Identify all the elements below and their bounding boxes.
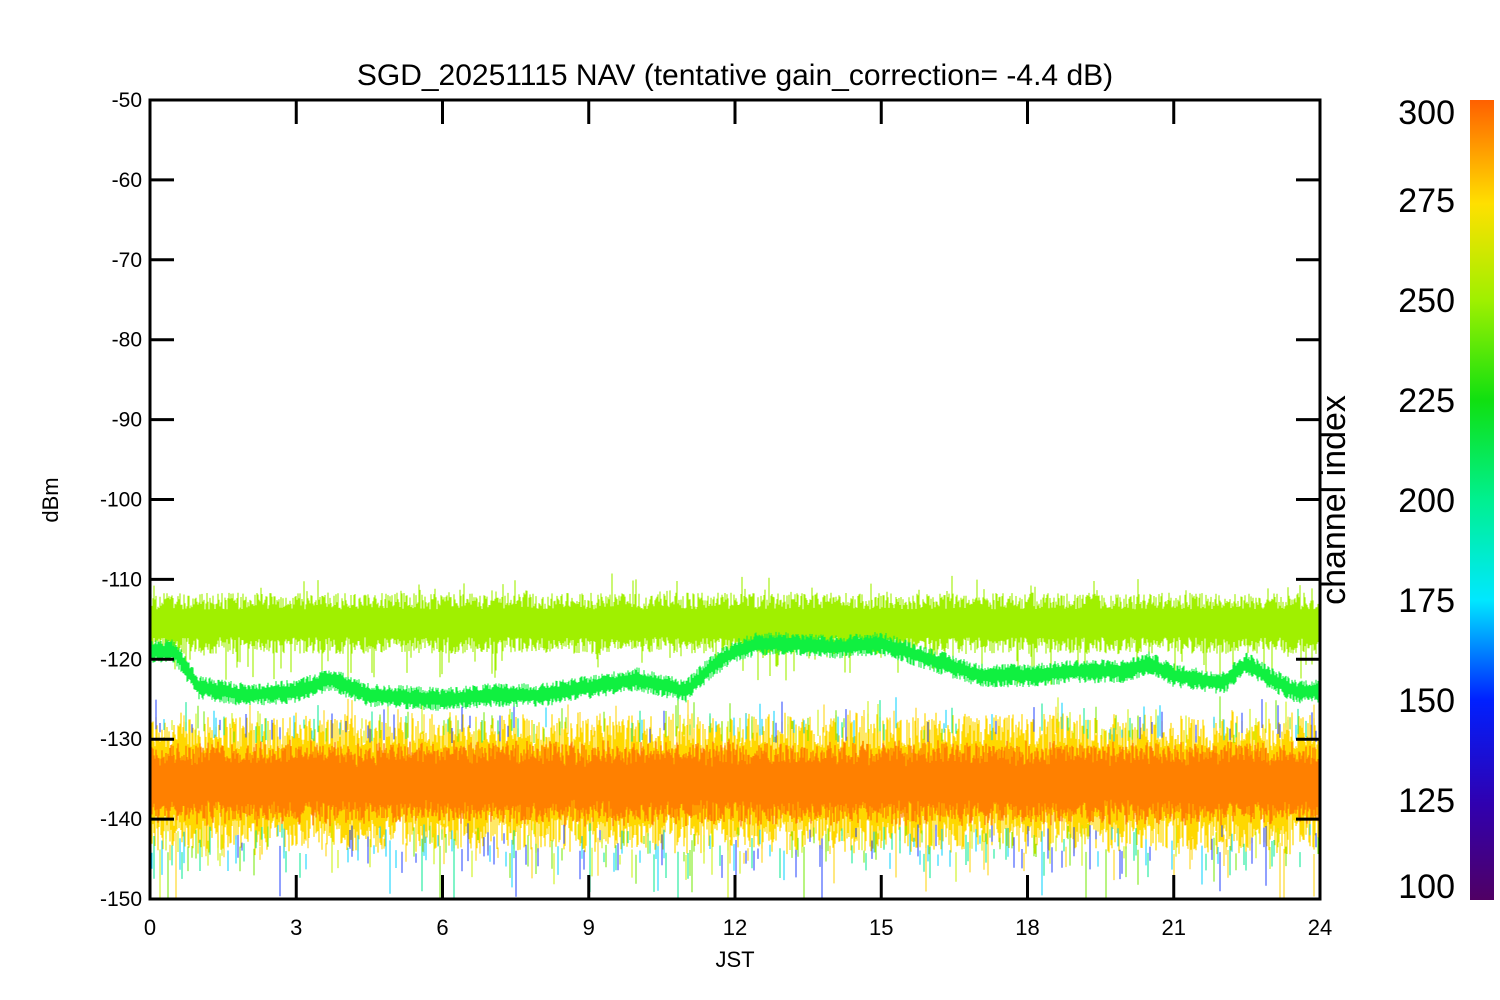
- lower-band-spikes: [151, 697, 1311, 896]
- lower-band-spikes: [155, 699, 1317, 898]
- x-tick-label: 0: [144, 915, 156, 940]
- y-tick-label: -90: [112, 409, 142, 432]
- colorbar: [1470, 100, 1494, 900]
- colorbar-ticks: 300 275 250 225 200 175 150 125 100: [1398, 94, 1455, 906]
- colorbar-tick-label: 200: [1398, 482, 1455, 520]
- y-axis: -50 -60 -70 -80 -90 -100 -110 -120 -130 -140 -150: [100, 89, 1320, 911]
- y-tick-label: -80: [112, 329, 142, 352]
- x-axis-label: JST: [715, 947, 754, 972]
- y-axis-label: dBm: [38, 477, 63, 522]
- x-tick-label: 24: [1308, 915, 1332, 940]
- lower-band-spikes: [167, 696, 1319, 898]
- x-tick-label: 18: [1015, 915, 1039, 940]
- y-tick-label: -140: [100, 808, 142, 831]
- lower-band-core: [151, 739, 1319, 827]
- colorbar-tick-label: 100: [1398, 868, 1455, 906]
- lower-band-spikes: [153, 700, 1307, 898]
- y-tick-label: -100: [100, 489, 142, 512]
- x-tick-label: 9: [583, 915, 595, 940]
- colorbar-tick-label: 275: [1398, 182, 1455, 220]
- x-tick-label: 15: [869, 915, 893, 940]
- colorbar-tick-label: 125: [1398, 782, 1455, 820]
- x-tick-label: 12: [723, 915, 747, 940]
- colorbar-tick-label: 250: [1398, 282, 1455, 320]
- lower-band-spikes: [159, 697, 1287, 898]
- colorbar-tick-label: 300: [1398, 94, 1455, 132]
- x-tick-label: 21: [1162, 915, 1186, 940]
- colorbar-tick-label: 150: [1398, 682, 1455, 720]
- x-axis: 0 3 6 9 12 15 18 21 24: [144, 100, 1332, 940]
- y-tick-label: -150: [100, 888, 142, 911]
- y-tick-label: -130: [100, 728, 142, 751]
- upper-band-series: [151, 573, 1319, 685]
- y-tick-label: -120: [100, 648, 142, 671]
- colorbar-tick-label: 175: [1398, 582, 1455, 620]
- y-tick-label: -50: [112, 89, 142, 112]
- y-tick-label: -60: [112, 169, 142, 192]
- diurnal-trace-series: [151, 631, 1319, 711]
- x-tick-label: 6: [436, 915, 448, 940]
- x-tick-label: 3: [290, 915, 302, 940]
- lower-band-spikes: [169, 698, 1315, 898]
- chart-title: SGD_20251115 NAV (tentative gain_correct…: [357, 59, 1113, 92]
- colorbar-tick-label: 225: [1398, 382, 1455, 420]
- y-tick-label: -110: [102, 568, 142, 591]
- series-layer: [151, 573, 1319, 898]
- colorbar-label: channel index: [1315, 395, 1353, 605]
- y-tick-label: -70: [112, 249, 142, 272]
